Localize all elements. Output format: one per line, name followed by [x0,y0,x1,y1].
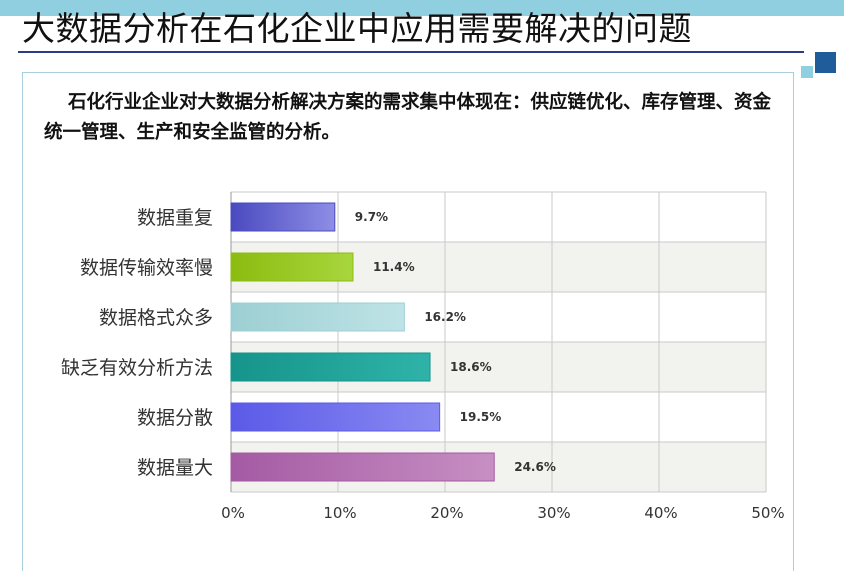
intro-paragraph: 石化行业企业对大数据分析解决方案的需求集中体现在：供应链优化、库存管理、资金统一… [44,88,784,148]
category-label: 数据分散 [137,407,213,429]
value-label: 24.6% [514,460,556,474]
title-underline [18,51,804,53]
value-label: 16.2% [424,310,466,324]
x-tick-label: 30% [537,504,570,522]
bar [230,402,441,432]
x-tick-label: 40% [644,504,677,522]
category-label: 数据传输效率慢 [80,257,213,279]
top-accent-bar [0,0,844,16]
category-label: 数据量大 [137,457,213,479]
value-label: 18.6% [450,360,492,374]
bar [230,202,336,232]
decorative-square-light [801,66,813,78]
value-label: 19.5% [460,410,502,424]
category-label: 数据格式众多 [99,307,213,329]
slide-title: 大数据分析在石化企业中应用需要解决的问题 [22,9,692,48]
bar [230,352,431,382]
x-tick-label: 10% [323,504,356,522]
value-label: 11.4% [373,260,415,274]
bar [230,452,495,482]
x-tick-label: 0% [221,504,245,522]
content-frame [22,72,794,571]
x-tick-label: 50% [751,504,784,522]
x-tick-label: 20% [430,504,463,522]
intro-text: 石化行业企业对大数据分析解决方案的需求集中体现在：供应链优化、库存管理、资金统一… [44,92,772,143]
category-label: 数据重复 [137,207,213,229]
bar [230,252,354,282]
value-label: 9.7% [355,210,388,224]
category-label: 缺乏有效分析方法 [61,357,213,379]
decorative-square-dark [815,52,836,73]
bar [230,302,405,332]
